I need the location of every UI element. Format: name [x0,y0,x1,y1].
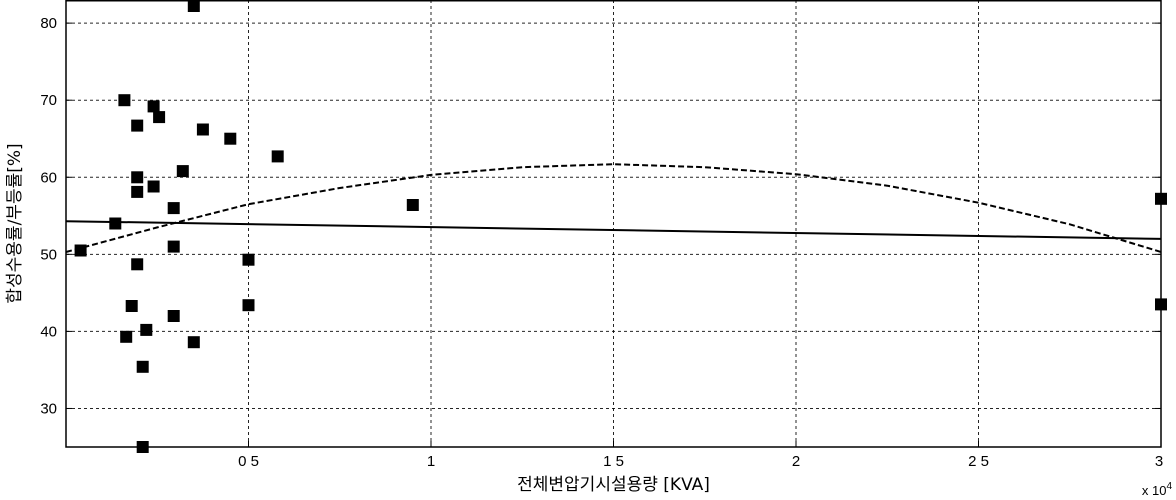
y-tick-label: 80 [40,15,57,32]
data-point [131,119,144,132]
solid-fit-line [65,220,1162,240]
x-multiplier-exponent: 4 [1166,481,1172,492]
y-tick-label: 60 [40,169,57,186]
grid [66,0,1161,447]
y-tick-label: 40 [40,323,57,340]
data-point [109,217,122,230]
x-tick-label: 2 [792,453,800,470]
data-point [118,94,131,107]
data-point [140,323,153,336]
data-point [271,150,284,163]
x-tick-label: 1 [427,453,435,470]
y-tick-label: 70 [40,92,57,109]
tick-labels: 0 5 1 1 5 2 2 5 3 30 40 50 60 70 80 [40,15,1163,470]
x-tick-label: 2 5 [968,453,989,470]
data-point [242,299,255,312]
data-point [136,360,149,373]
x-tick-label: 1 5 [603,453,624,470]
data-point [120,330,133,343]
data-point [406,199,419,211]
data-point [125,300,138,312]
fit-lines [65,163,1162,253]
data-point [147,180,160,193]
data-point [153,111,166,124]
data-point [131,185,144,198]
x-axis-label: 전체변압기시설용량 [KVA] [517,475,710,495]
x-multiplier-base: x 10 [1142,483,1167,498]
data-point [131,258,144,271]
data-point [242,253,255,266]
data-point [196,123,209,136]
data-point [167,202,180,215]
data-point [187,0,200,12]
data-point [167,240,180,253]
y-axis-label: 합성수용률/부등률[%] [5,143,25,303]
y-tick-label: 30 [40,400,57,417]
data-point [187,336,200,349]
x-tick-label: 0 5 [238,453,259,470]
data-point [224,132,237,145]
data-point [147,100,160,113]
data-point [176,165,189,178]
scatter-points [74,0,1167,453]
data-point [167,310,180,322]
x-tick-label: 3 [1155,453,1163,470]
x-multiplier: x 104 [1142,481,1173,498]
data-point [74,244,87,257]
y-tick-label: 50 [40,246,57,263]
data-point [131,171,144,184]
